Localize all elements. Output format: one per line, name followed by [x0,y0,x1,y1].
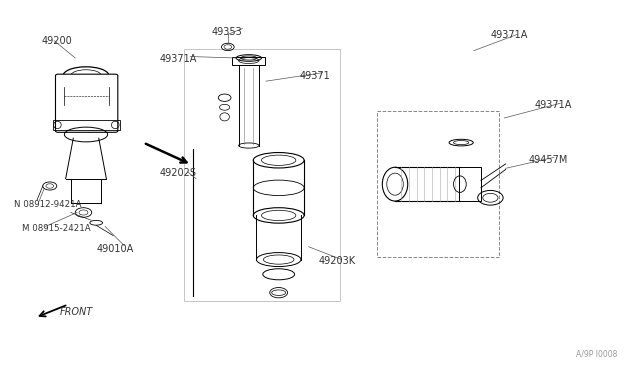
Text: 49203K: 49203K [319,256,356,266]
Bar [53,120,120,130]
Text: 49010A: 49010A [96,244,133,254]
Text: 49371A: 49371A [535,100,572,110]
Text: FRONT: FRONT [60,307,93,317]
Text: 49200: 49200 [42,36,72,46]
Text: 49371A: 49371A [160,54,197,64]
Text: 49371: 49371 [300,71,330,81]
Text: 49202S: 49202S [160,168,196,178]
Bar [377,111,499,257]
Bar [459,167,481,201]
Text: 49457M: 49457M [529,155,568,165]
Text: A/9P I0008: A/9P I0008 [576,349,618,358]
Text: 49353: 49353 [212,26,243,36]
Text: 49371A: 49371A [490,30,528,40]
Text: M 08915-2421A: M 08915-2421A [22,224,91,233]
Bar [184,49,340,301]
Text: N 08912-9421A: N 08912-9421A [13,200,81,209]
Bar [232,57,266,65]
FancyBboxPatch shape [56,74,118,132]
